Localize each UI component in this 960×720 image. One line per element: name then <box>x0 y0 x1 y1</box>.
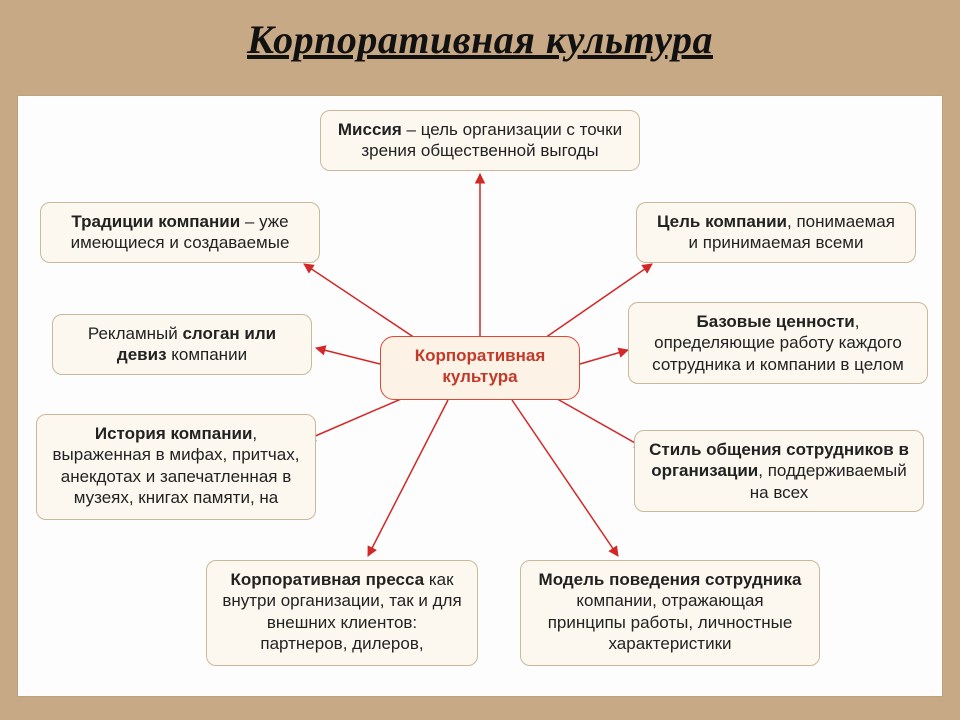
arrow-values <box>580 350 628 364</box>
arrow-history <box>306 396 408 440</box>
arrow-traditions <box>304 264 418 340</box>
node-traditions: Традиции компании – уже имеющиеся и созд… <box>40 202 320 263</box>
node-style: Стиль общения сотрудников в организации,… <box>634 430 924 512</box>
arrow-slogan <box>316 348 380 364</box>
node-press: Корпоративная пресса как внутри организа… <box>206 560 478 666</box>
slide: Корпоративная культура Корпоративнаякуль… <box>0 0 960 720</box>
diagram-panel: Корпоративнаякультура Миссия – цель орган… <box>18 96 942 696</box>
arrow-model <box>512 400 618 556</box>
node-goal: Цель компании, понимаемая и принимаемая … <box>636 202 916 263</box>
node-model: Модель поведения сотрудника компании, от… <box>520 560 820 666</box>
arrow-style <box>552 396 644 448</box>
node-history: История компании, выраженная в мифах, пр… <box>36 414 316 520</box>
node-values: Базовые ценности, определяющие работу ка… <box>628 302 928 384</box>
node-slogan: Рекламный слоган или девиз компании <box>52 314 312 375</box>
center-node: Корпоративнаякультура <box>380 336 580 400</box>
slide-title: Корпоративная культура <box>0 16 960 63</box>
node-mission: Миссия – цель организации с точки зрения… <box>320 110 640 171</box>
arrow-press <box>368 400 448 556</box>
